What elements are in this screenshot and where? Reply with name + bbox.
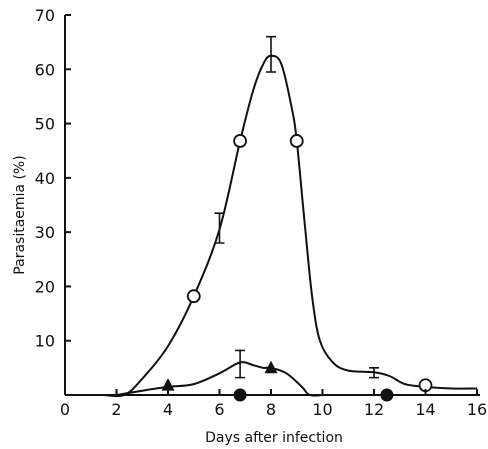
open-circle-point	[186, 289, 201, 304]
y-tick-label-20: 20	[35, 277, 55, 296]
x-axis-title: Days after infection	[205, 430, 343, 446]
open-circle-point	[233, 134, 248, 148]
error-bar	[235, 349, 246, 379]
markers-layer	[161, 134, 433, 402]
curves-layer	[103, 54, 478, 398]
x-ticks: 0 2 4 6 8 10 12 14 16	[60, 389, 487, 419]
x-tick-label-0: 0	[60, 400, 70, 419]
y-tick-label-70: 70	[35, 6, 55, 25]
x-tick-label-4: 4	[163, 400, 173, 419]
open-circle-point	[289, 134, 304, 148]
y-ticks: 10 20 30 40 50 60 70	[35, 6, 71, 351]
y-tick-label-50: 50	[35, 115, 55, 134]
y-tick-label-60: 60	[35, 60, 55, 79]
x-tick-label-16: 16	[467, 400, 487, 419]
error-bar	[214, 212, 225, 244]
y-tick-label-40: 40	[35, 169, 55, 188]
filled-triangle-point	[264, 360, 278, 374]
error-bar	[266, 35, 276, 73]
x-tick-label-2: 2	[111, 400, 121, 419]
x-tick-label-6: 6	[214, 400, 224, 419]
series-open-circle-line	[103, 54, 478, 398]
y-tick-label-10: 10	[35, 332, 55, 351]
filled-triangle-point	[161, 378, 175, 391]
y-axis-title: Parasitaemia (%)	[12, 155, 28, 274]
error-bars-layer	[214, 35, 379, 379]
x-tick-label-10: 10	[312, 400, 332, 419]
x-tick-label-8: 8	[266, 400, 276, 419]
y-tick-label-30: 30	[35, 223, 55, 242]
x-tick-label-12: 12	[364, 400, 384, 419]
x-tick-label-14: 14	[415, 400, 435, 419]
error-bar	[369, 367, 379, 379]
